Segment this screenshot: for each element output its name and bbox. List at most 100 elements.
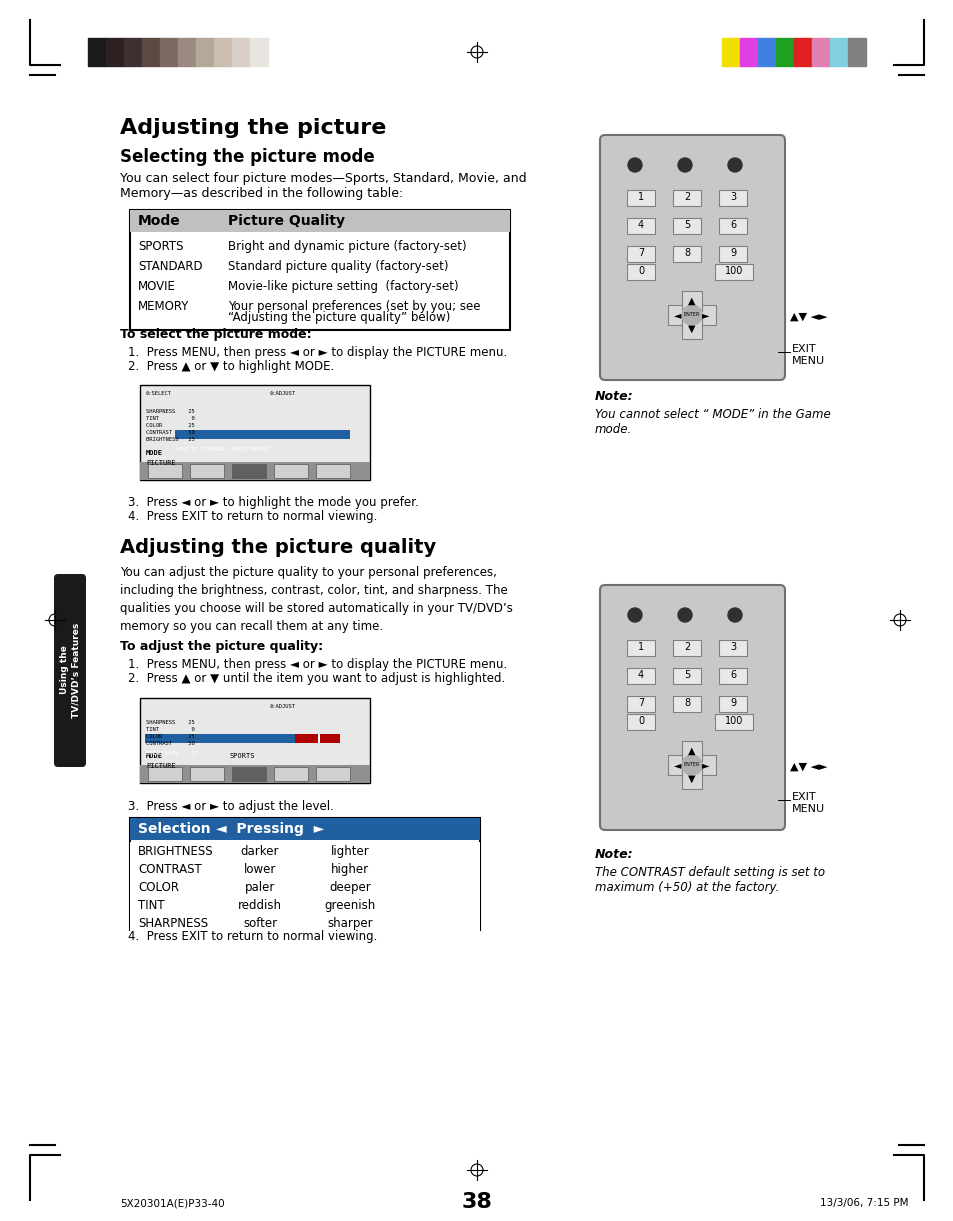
Bar [142, 38, 160, 66]
Circle shape [681, 755, 701, 775]
Text: PICTURE: PICTURE [146, 460, 175, 466]
Text: 3: 3 [729, 642, 736, 652]
Text: “Adjusting the picture quality” below): “Adjusting the picture quality” below) [228, 311, 450, 324]
Bar [719, 190, 746, 206]
Bar [317, 734, 319, 744]
Bar [672, 219, 700, 234]
Text: 2: 2 [683, 642, 689, 652]
Text: 9: 9 [729, 698, 736, 708]
Text: CONTRAST     50: CONTRAST 50 [146, 430, 194, 435]
Bar [696, 305, 716, 325]
Bar [315, 464, 350, 477]
Text: SPORTS: SPORTS [230, 753, 255, 759]
Text: Your personal preferences (set by you; see: Your personal preferences (set by you; s… [228, 300, 480, 313]
Text: SPORTS  STANDARD  MOVIE MEMORY: SPORTS STANDARD MOVIE MEMORY [175, 447, 270, 452]
Text: 5: 5 [683, 670, 689, 680]
Text: 6: 6 [729, 220, 736, 230]
Text: EXIT
MENU: EXIT MENU [791, 344, 824, 365]
Bar [124, 38, 142, 66]
Text: Movie-like picture setting  (factory-set): Movie-like picture setting (factory-set) [228, 280, 458, 293]
Text: lighter: lighter [331, 845, 369, 858]
Bar [719, 668, 746, 684]
Text: 2.  Press ▲ or ▼ to highlight MODE.: 2. Press ▲ or ▼ to highlight MODE. [128, 360, 334, 372]
Bar [667, 755, 687, 775]
Bar [793, 38, 811, 66]
Bar [274, 464, 308, 477]
Text: COLOR        25: COLOR 25 [146, 422, 194, 429]
Text: Selection: Selection [138, 822, 211, 836]
Text: ◄: ◄ [674, 310, 681, 320]
Text: TINT          0: TINT 0 [146, 416, 194, 421]
Text: 3: 3 [729, 192, 736, 201]
Bar [195, 38, 213, 66]
Text: Standard picture quality (factory-set): Standard picture quality (factory-set) [228, 260, 448, 274]
Bar [672, 696, 700, 712]
Bar [626, 245, 655, 263]
Bar [719, 245, 746, 263]
Bar [106, 38, 124, 66]
Text: To select the picture mode:: To select the picture mode: [120, 328, 312, 341]
Text: You can select four picture modes—Sports, Standard, Movie, and
Memory—as describ: You can select four picture modes—Sports… [120, 172, 526, 200]
Bar [250, 38, 268, 66]
Text: TINT: TINT [138, 899, 165, 912]
Bar [714, 714, 752, 730]
Text: 100: 100 [724, 266, 742, 276]
Bar [178, 38, 195, 66]
Text: TINT          0: TINT 0 [146, 726, 194, 733]
Bar [140, 462, 370, 480]
Bar [719, 219, 746, 234]
Bar [130, 896, 479, 915]
Text: BRIGHTNESS   25: BRIGHTNESS 25 [146, 437, 194, 442]
FancyBboxPatch shape [54, 574, 86, 767]
Bar [232, 767, 266, 781]
Text: You can adjust the picture quality to your personal preferences,
including the b: You can adjust the picture quality to yo… [120, 567, 513, 632]
Text: 13/3/06, 7:15 PM: 13/3/06, 7:15 PM [820, 1198, 907, 1208]
Bar [672, 245, 700, 263]
Text: MEMORY: MEMORY [138, 300, 190, 313]
Bar [130, 210, 510, 232]
Text: Mode: Mode [138, 214, 180, 228]
Text: 5: 5 [683, 220, 689, 230]
Text: 4.  Press EXIT to return to normal viewing.: 4. Press EXIT to return to normal viewin… [128, 930, 377, 943]
Text: ►: ► [701, 310, 709, 320]
Text: 2.  Press ▲ or ▼ until the item you want to adjust is highlighted.: 2. Press ▲ or ▼ until the item you want … [128, 672, 505, 685]
Bar [140, 698, 370, 783]
Text: Using the
TV/DVD’s Features: Using the TV/DVD’s Features [59, 623, 80, 718]
Text: Adjusting the picture quality: Adjusting the picture quality [120, 538, 436, 557]
Text: 6: 6 [729, 670, 736, 680]
Bar [232, 464, 266, 477]
Text: BRIGHTNESS: BRIGHTNESS [138, 845, 213, 858]
Text: 3.  Press ◄ or ► to highlight the mode you prefer.: 3. Press ◄ or ► to highlight the mode yo… [128, 496, 418, 509]
Text: 4: 4 [638, 670, 643, 680]
Text: sharper: sharper [327, 917, 373, 930]
Text: ▲▼ ◄►: ▲▼ ◄► [789, 313, 826, 322]
Bar [315, 767, 350, 781]
Text: ▲: ▲ [687, 746, 695, 756]
FancyBboxPatch shape [599, 136, 784, 380]
Bar [626, 668, 655, 684]
Text: ▼: ▼ [687, 774, 695, 784]
Bar [681, 319, 701, 339]
Text: CONTRAST: CONTRAST [138, 863, 201, 875]
Text: ⊙:SELECT: ⊙:SELECT [146, 391, 172, 396]
Text: 0: 0 [638, 716, 643, 726]
Text: darker: darker [240, 845, 279, 858]
Bar [847, 38, 865, 66]
Bar [130, 842, 479, 860]
Bar [130, 818, 479, 840]
Circle shape [681, 305, 701, 325]
Text: 1: 1 [638, 642, 643, 652]
Text: 1: 1 [638, 192, 643, 201]
Bar [672, 190, 700, 206]
Bar [274, 767, 308, 781]
Text: 2: 2 [683, 192, 689, 201]
Bar [232, 38, 250, 66]
Bar [811, 38, 829, 66]
Text: 0: 0 [638, 266, 643, 276]
Text: 1.  Press MENU, then press ◄ or ► to display the PICTURE menu.: 1. Press MENU, then press ◄ or ► to disp… [128, 658, 507, 672]
Text: COLOR        25: COLOR 25 [146, 734, 194, 739]
Text: ENTER: ENTER [683, 762, 700, 768]
Bar [626, 264, 655, 280]
Bar [626, 714, 655, 730]
Text: 7: 7 [638, 248, 643, 258]
